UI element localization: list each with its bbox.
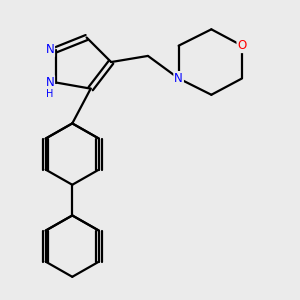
Text: N: N [45,76,54,89]
Text: O: O [237,39,247,52]
Text: H: H [46,89,53,99]
Text: N: N [174,72,183,85]
Text: N: N [45,43,54,56]
